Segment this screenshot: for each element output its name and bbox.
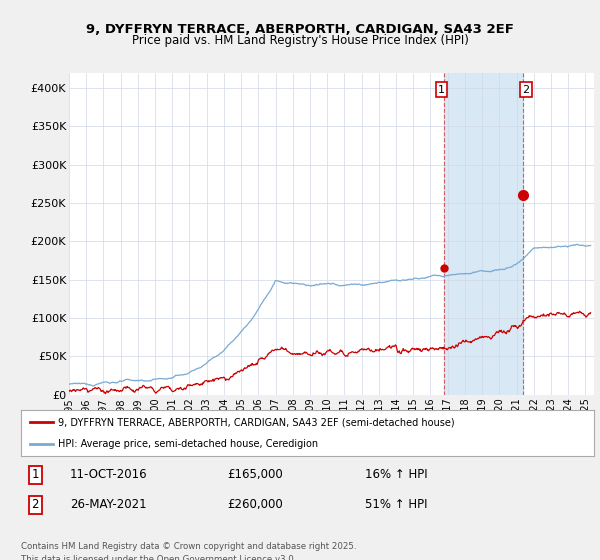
Text: 2: 2 <box>32 498 39 511</box>
Text: 9, DYFFRYN TERRACE, ABERPORTH, CARDIGAN, SA43 2EF (semi-detached house): 9, DYFFRYN TERRACE, ABERPORTH, CARDIGAN,… <box>58 417 455 427</box>
Text: Contains HM Land Registry data © Crown copyright and database right 2025.
This d: Contains HM Land Registry data © Crown c… <box>21 542 356 560</box>
Text: HPI: Average price, semi-detached house, Ceredigion: HPI: Average price, semi-detached house,… <box>58 440 319 450</box>
Text: 26-MAY-2021: 26-MAY-2021 <box>70 498 146 511</box>
Text: 1: 1 <box>438 85 445 95</box>
Text: 51% ↑ HPI: 51% ↑ HPI <box>365 498 427 511</box>
Bar <box>444 73 523 395</box>
Text: 11-OCT-2016: 11-OCT-2016 <box>70 468 148 481</box>
Text: 16% ↑ HPI: 16% ↑ HPI <box>365 468 427 481</box>
Text: 9, DYFFRYN TERRACE, ABERPORTH, CARDIGAN, SA43 2EF: 9, DYFFRYN TERRACE, ABERPORTH, CARDIGAN,… <box>86 22 514 36</box>
Text: 2: 2 <box>523 85 530 95</box>
Text: £260,000: £260,000 <box>227 498 283 511</box>
Text: 1: 1 <box>32 468 39 481</box>
Text: Price paid vs. HM Land Registry's House Price Index (HPI): Price paid vs. HM Land Registry's House … <box>131 34 469 47</box>
Text: £165,000: £165,000 <box>227 468 283 481</box>
